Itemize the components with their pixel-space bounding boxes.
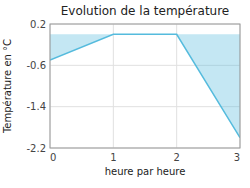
x-tick-label: 1 <box>110 152 116 163</box>
chart: 0.2 -0.6 -1.4 -2.2 0 1 2 3 Evolution de la tempé… <box>0 0 250 188</box>
grid-line-x <box>176 24 177 148</box>
grid <box>50 24 240 148</box>
y-axis-label: Température en °C <box>2 39 13 134</box>
x-tick-label: 0 <box>50 152 56 163</box>
plot-frame <box>50 24 240 148</box>
grid-line-y <box>50 106 240 107</box>
plot-area <box>50 34 240 137</box>
title: Evolution de la température <box>61 4 230 18</box>
y-tick-label: -2.2 <box>26 143 46 154</box>
x-axis-label: heure par heure <box>105 166 186 177</box>
area-fill <box>50 34 240 137</box>
y-tick-label: -0.6 <box>26 60 46 71</box>
area-line <box>50 34 240 137</box>
y-tick-label: -1.4 <box>26 101 46 112</box>
grid-line-x <box>113 24 114 148</box>
x-tick-label: 3 <box>234 152 240 163</box>
y-tick-label: 0.2 <box>30 19 46 30</box>
x-tick-label: 2 <box>173 152 179 163</box>
